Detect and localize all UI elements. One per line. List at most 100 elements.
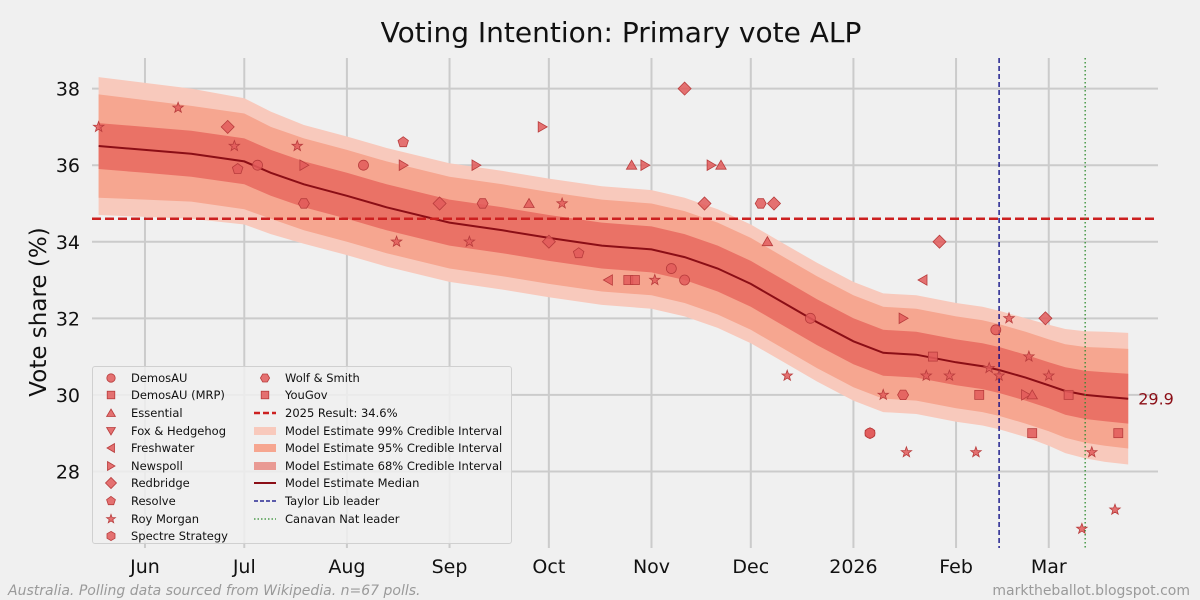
legend-symbol-icon	[254, 411, 276, 415]
legend-symbol-icon	[254, 426, 276, 435]
poll-marker-redbridge	[1038, 311, 1053, 326]
legend-item: Model Estimate Median	[253, 475, 502, 493]
poll-marker-essential	[523, 197, 535, 208]
poll-marker-newspoll	[299, 159, 310, 172]
legend-symbol	[253, 388, 277, 402]
chart-title: Voting Intention: Primary vote ALP	[381, 16, 862, 49]
footer-source-note: Australia. Polling data sourced from Wik…	[8, 583, 421, 599]
legend-symbol-icon	[254, 500, 276, 502]
poll-marker-yougov	[1063, 389, 1074, 400]
legend-item: Model Estimate 95% Credible Interval	[253, 439, 502, 457]
legend-item: 2025 Result: 34.6%	[253, 404, 502, 422]
poll-marker-demosau	[864, 427, 876, 439]
legend-label: YouGov	[285, 388, 328, 403]
legend-marker	[106, 531, 116, 542]
poll-marker-demosau	[252, 159, 263, 171]
legend-symbol-icon	[104, 477, 118, 490]
poll-marker-wolf-smith	[754, 198, 767, 209]
legend-symbol-icon	[106, 531, 116, 542]
y-tick-label: 38	[56, 79, 80, 101]
end-value-label: 29.9	[1138, 390, 1174, 409]
poll-marker-demosau	[990, 324, 1002, 336]
poll-marker-roy-morgan	[900, 445, 913, 458]
legend-symbol	[99, 512, 123, 526]
poll-marker-roy-morgan	[463, 234, 476, 248]
legend-label: DemosAU (MRP)	[131, 388, 225, 403]
legend-symbol	[253, 459, 277, 473]
x-tick-label: Oct	[532, 556, 565, 578]
poll-marker-freshwater	[917, 274, 928, 286]
chart-legend: DemosAU DemosAU (MRP) Essential Fox & Hedge…	[92, 366, 512, 544]
legend-symbol-icon	[105, 426, 117, 436]
legend-symbol	[253, 494, 277, 508]
x-tick-label: Jul	[232, 556, 256, 578]
legend-symbol	[99, 406, 123, 420]
poll-marker-redbridge	[432, 196, 447, 211]
x-tick-label: Mar	[1031, 556, 1067, 578]
y-tick-label: 36	[56, 155, 80, 177]
legend-item: Wolf & Smith	[253, 369, 502, 387]
legend-symbol-icon	[254, 461, 276, 470]
legend-marker	[105, 512, 117, 524]
legend-item: DemosAU	[99, 369, 228, 387]
legend-label: Canavan Nat leader	[285, 511, 400, 526]
legend-symbol	[99, 494, 123, 508]
poll-marker-roy-morgan	[1108, 503, 1122, 516]
poll-marker-roy-morgan	[390, 235, 403, 248]
legend-label: Taylor Lib leader	[285, 493, 380, 508]
legend-item: Model Estimate 99% Credible Interval	[253, 422, 502, 440]
legend-symbol	[253, 476, 277, 490]
legend-marker	[259, 373, 271, 383]
poll-marker-resolve	[231, 163, 244, 174]
poll-marker-roy-morgan	[982, 361, 996, 374]
legend-item: YouGov	[253, 387, 502, 405]
legend-label: Spectre Strategy	[131, 529, 228, 544]
legend-label: Resolve	[131, 493, 176, 508]
legend-item: Freshwater	[99, 439, 228, 457]
x-tick-label: Feb	[939, 556, 973, 578]
poll-marker-resolve	[397, 136, 409, 148]
poll-marker-roy-morgan	[1042, 369, 1056, 382]
legend-label: Model Estimate 95% Credible Interval	[285, 441, 503, 456]
poll-marker-roy-morgan	[171, 101, 185, 114]
legend-marker	[105, 408, 117, 417]
legend-patch-95	[254, 444, 276, 453]
legend-label: Fox & Hedgehog	[131, 423, 226, 438]
legend-marker	[105, 426, 117, 436]
poll-marker-roy-morgan	[290, 139, 304, 152]
legend-item: Newspoll	[99, 457, 228, 475]
poll-marker-demosau	[679, 274, 690, 286]
poll-marker-essential	[625, 159, 638, 170]
poll-marker-roy-morgan	[1085, 445, 1099, 458]
legend-item: Resolve	[99, 492, 228, 510]
x-tick-label: Jun	[129, 556, 160, 578]
poll-marker-newspoll	[1021, 389, 1032, 401]
poll-marker-newspoll	[898, 312, 909, 325]
legend-item: Essential	[99, 404, 228, 422]
poll-marker-demosau	[804, 312, 816, 324]
x-tick-label: 2026	[829, 556, 877, 578]
legend-label: Wolf & Smith	[285, 370, 360, 385]
legend-marker	[104, 477, 118, 490]
legend-symbol	[253, 441, 277, 455]
legend-symbol	[99, 441, 123, 455]
legend-item: Redbridge	[99, 475, 228, 493]
poll-marker-newspoll	[398, 159, 409, 172]
legend-label: Model Estimate 68% Credible Interval	[285, 458, 503, 473]
legend-item: DemosAU (MRP)	[99, 387, 228, 405]
poll-marker-roy-morgan	[92, 120, 106, 133]
poll-marker-yougov	[630, 275, 640, 285]
legend-item: Canavan Nat leader	[253, 510, 502, 528]
y-tick-label: 30	[56, 385, 80, 407]
legend-symbol-icon	[105, 512, 117, 524]
legend-symbol-icon	[260, 391, 270, 400]
y-tick-label: 34	[56, 232, 80, 254]
poll-marker-roy-morgan	[969, 445, 983, 458]
legend-symbol	[99, 388, 123, 402]
legend-label: 2025 Result: 34.6%	[285, 405, 398, 420]
x-tick-label: Aug	[328, 556, 365, 578]
poll-marker-roy-morgan	[555, 196, 569, 209]
x-tick-label: Nov	[633, 556, 670, 578]
legend-item: Model Estimate 68% Credible Interval	[253, 457, 502, 475]
